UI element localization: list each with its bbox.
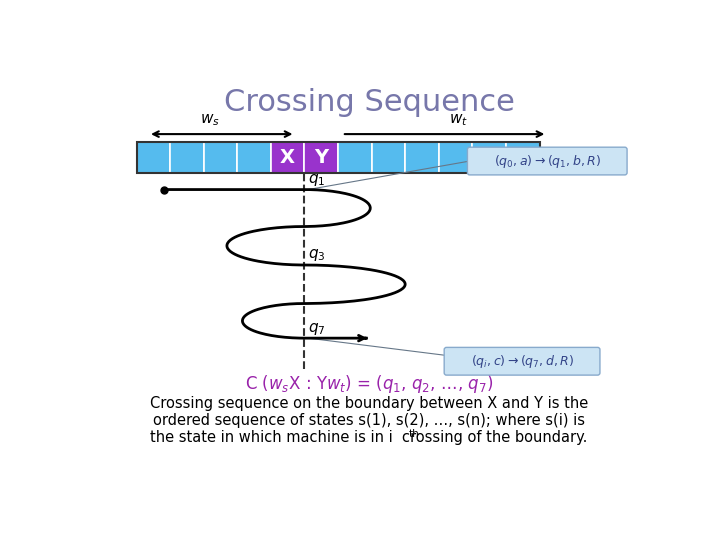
- Text: Crossing Sequence: Crossing Sequence: [224, 88, 514, 117]
- Bar: [305, 142, 338, 173]
- Text: the state in which machine is in i  crossing of the boundary.: the state in which machine is in i cross…: [150, 430, 588, 445]
- Bar: [472, 142, 506, 173]
- Text: $(q_i,c)\rightarrow(q_7,d,R)$: $(q_i,c)\rightarrow(q_7,d,R)$: [471, 353, 574, 370]
- FancyBboxPatch shape: [467, 147, 627, 175]
- Text: Y: Y: [314, 148, 328, 167]
- Text: $w_s$: $w_s$: [200, 112, 220, 128]
- Bar: [372, 142, 405, 173]
- Text: $q_3$: $q_3$: [307, 247, 325, 264]
- Text: C $(w_s$X : Y$w_t$) = ($q_1$, $q_2$, …, $q_7$): C $(w_s$X : Y$w_t$) = ($q_1$, $q_2$, …, …: [245, 373, 493, 395]
- FancyBboxPatch shape: [444, 347, 600, 375]
- Bar: [438, 142, 472, 173]
- Bar: [137, 142, 170, 173]
- Bar: [137, 142, 539, 173]
- Bar: [405, 142, 438, 173]
- Bar: [338, 142, 372, 173]
- Text: ordered sequence of states s(1), s(2), …, s(n); where s(i) is: ordered sequence of states s(1), s(2), ……: [153, 413, 585, 428]
- Text: $q_1$: $q_1$: [307, 172, 325, 188]
- Text: $w_t$: $w_t$: [449, 112, 467, 128]
- Bar: [238, 142, 271, 173]
- Text: th: th: [408, 429, 419, 438]
- Bar: [170, 142, 204, 173]
- Bar: [271, 142, 305, 173]
- Text: Crossing sequence on the boundary between X and Y is the: Crossing sequence on the boundary betwee…: [150, 396, 588, 411]
- Bar: [204, 142, 238, 173]
- Text: $(q_0,a)\rightarrow(q_1,b,R)$: $(q_0,a)\rightarrow(q_1,b,R)$: [494, 152, 600, 170]
- Bar: [506, 142, 539, 173]
- Text: $q_7$: $q_7$: [307, 321, 325, 336]
- Text: X: X: [280, 148, 295, 167]
